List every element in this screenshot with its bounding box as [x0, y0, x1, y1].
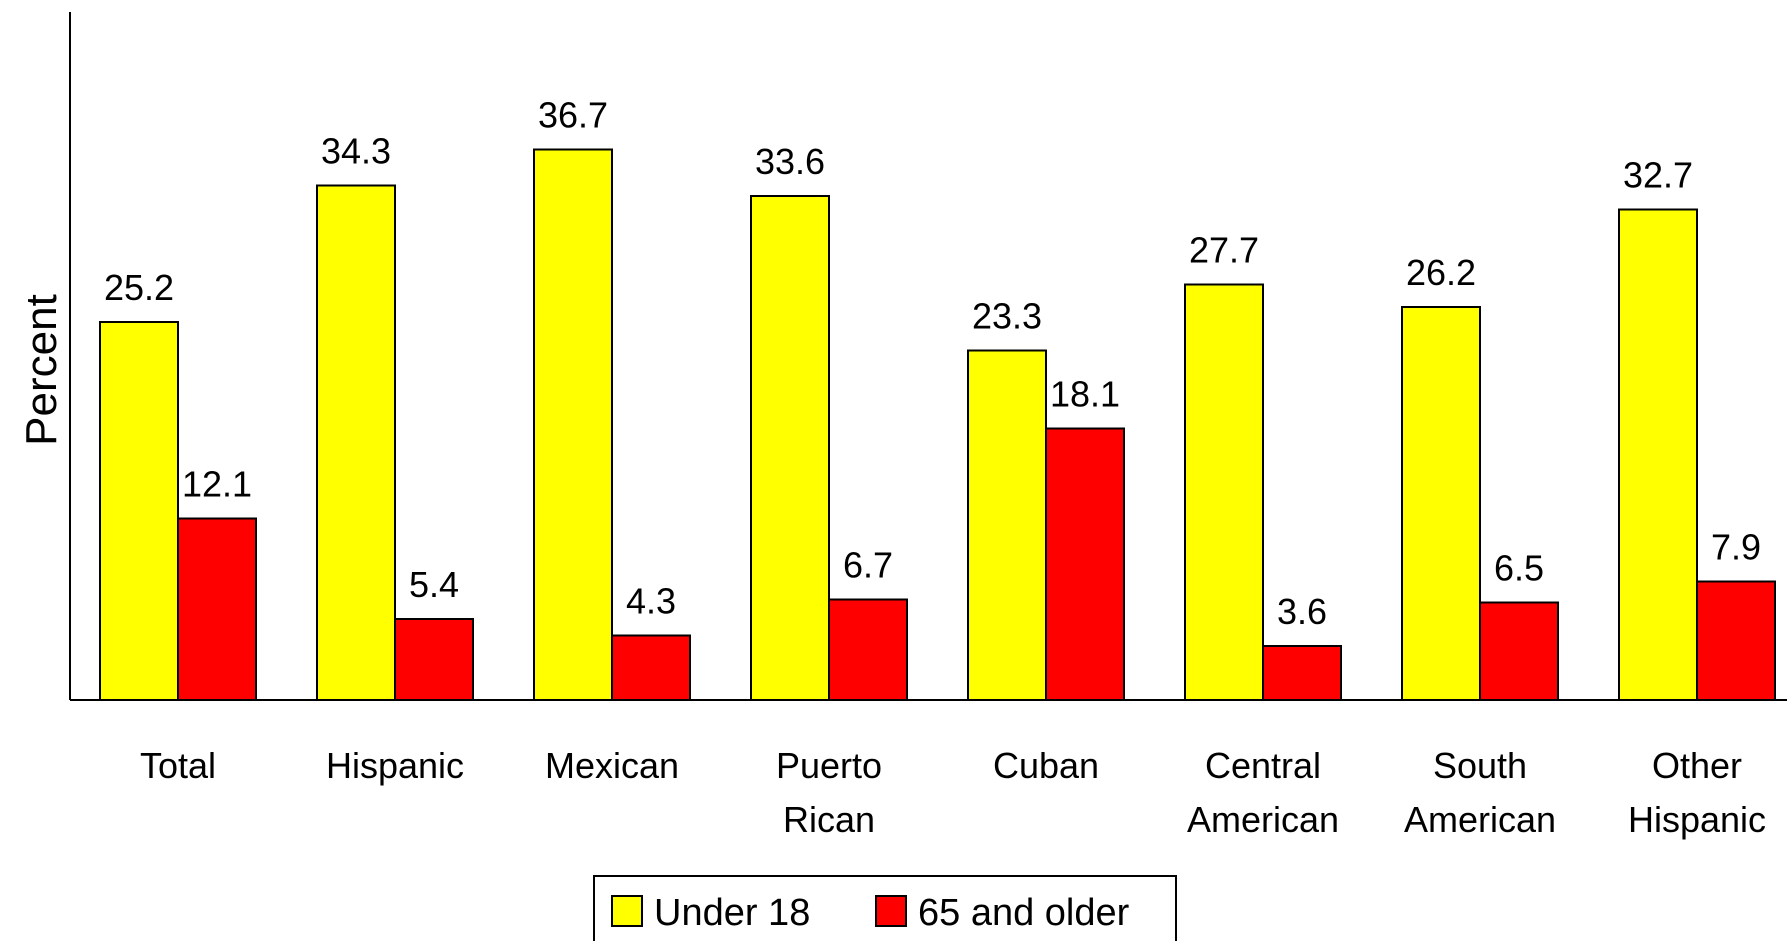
data-label-under-18-2: 36.7	[538, 95, 608, 136]
x-tick-label-3-1: Rican	[783, 799, 875, 840]
x-tick-label-5-1: American	[1187, 799, 1339, 840]
x-tick-label-7-1: Hispanic	[1628, 799, 1766, 840]
data-label-under-18-0: 25.2	[104, 267, 174, 308]
data-label-65-and-older-3: 6.7	[843, 545, 893, 586]
bar-65-and-older-7	[1696, 580, 1776, 701]
bar-under-18-5	[1184, 283, 1264, 701]
bar-65-and-older-6	[1479, 601, 1559, 701]
data-label-65-and-older-5: 3.6	[1277, 591, 1327, 632]
bar-under-18-2	[533, 148, 613, 701]
bar-65-and-older-0	[177, 517, 257, 701]
bar-65-and-older-4	[1045, 427, 1125, 701]
bar-under-18-7	[1618, 208, 1698, 701]
bar-under-18-4	[967, 349, 1047, 701]
bar-65-and-older-1	[394, 618, 474, 701]
legend-label-under-18: Under 18	[654, 892, 810, 934]
data-label-under-18-6: 26.2	[1406, 252, 1476, 293]
bar-65-and-older-5	[1262, 645, 1342, 701]
legend-swatch-under-18	[611, 895, 643, 927]
bar-under-18-3	[750, 195, 830, 701]
data-label-65-and-older-4: 18.1	[1050, 374, 1120, 415]
bar-under-18-0	[99, 321, 179, 701]
x-tick-labels-group: Total Hispanic Mexican Puerto Rican Cuban Cent…	[140, 745, 1766, 840]
bar-under-18-6	[1401, 306, 1481, 701]
x-tick-label-4-0: Cuban	[993, 745, 1099, 786]
y-axis-label: Percent	[17, 294, 66, 446]
legend-label-65-and-older: 65 and older	[918, 892, 1130, 934]
x-tick-label-1-0: Hispanic	[326, 745, 464, 786]
data-label-under-18-5: 27.7	[1189, 230, 1259, 271]
data-label-under-18-4: 23.3	[972, 296, 1042, 337]
bar-under-18-1	[316, 184, 396, 701]
x-tick-label-6-0: South	[1433, 745, 1527, 786]
x-tick-label-2-0: Mexican	[545, 745, 679, 786]
data-label-65-and-older-6: 6.5	[1494, 548, 1544, 589]
bars-group	[99, 148, 1776, 701]
data-label-under-18-3: 33.6	[755, 141, 825, 182]
legend: Under 18 65 and older	[593, 875, 1177, 941]
bar-65-and-older-3	[828, 598, 908, 701]
x-tick-label-3-0: Puerto	[776, 745, 882, 786]
value-labels-group: 25.2 12.1 34.3 5.4 36.7 4.3 33.6 6.7 23.318.1 27.…	[104, 95, 1761, 633]
data-label-under-18-7: 32.7	[1623, 155, 1693, 196]
data-label-65-and-older-7: 7.9	[1711, 527, 1761, 568]
data-label-65-and-older-2: 4.3	[626, 581, 676, 622]
data-label-65-and-older-0: 12.1	[182, 464, 252, 505]
data-label-under-18-1: 34.3	[321, 131, 391, 172]
x-tick-label-7-0: Other	[1652, 745, 1742, 786]
legend-swatch-65-and-older	[875, 895, 907, 927]
axes-group	[69, 12, 1787, 701]
bar-65-and-older-2	[611, 634, 691, 701]
x-tick-label-5-0: Central	[1205, 745, 1321, 786]
x-tick-label-0-0: Total	[140, 745, 216, 786]
x-tick-label-6-1: American	[1404, 799, 1556, 840]
data-label-65-and-older-1: 5.4	[409, 564, 459, 605]
